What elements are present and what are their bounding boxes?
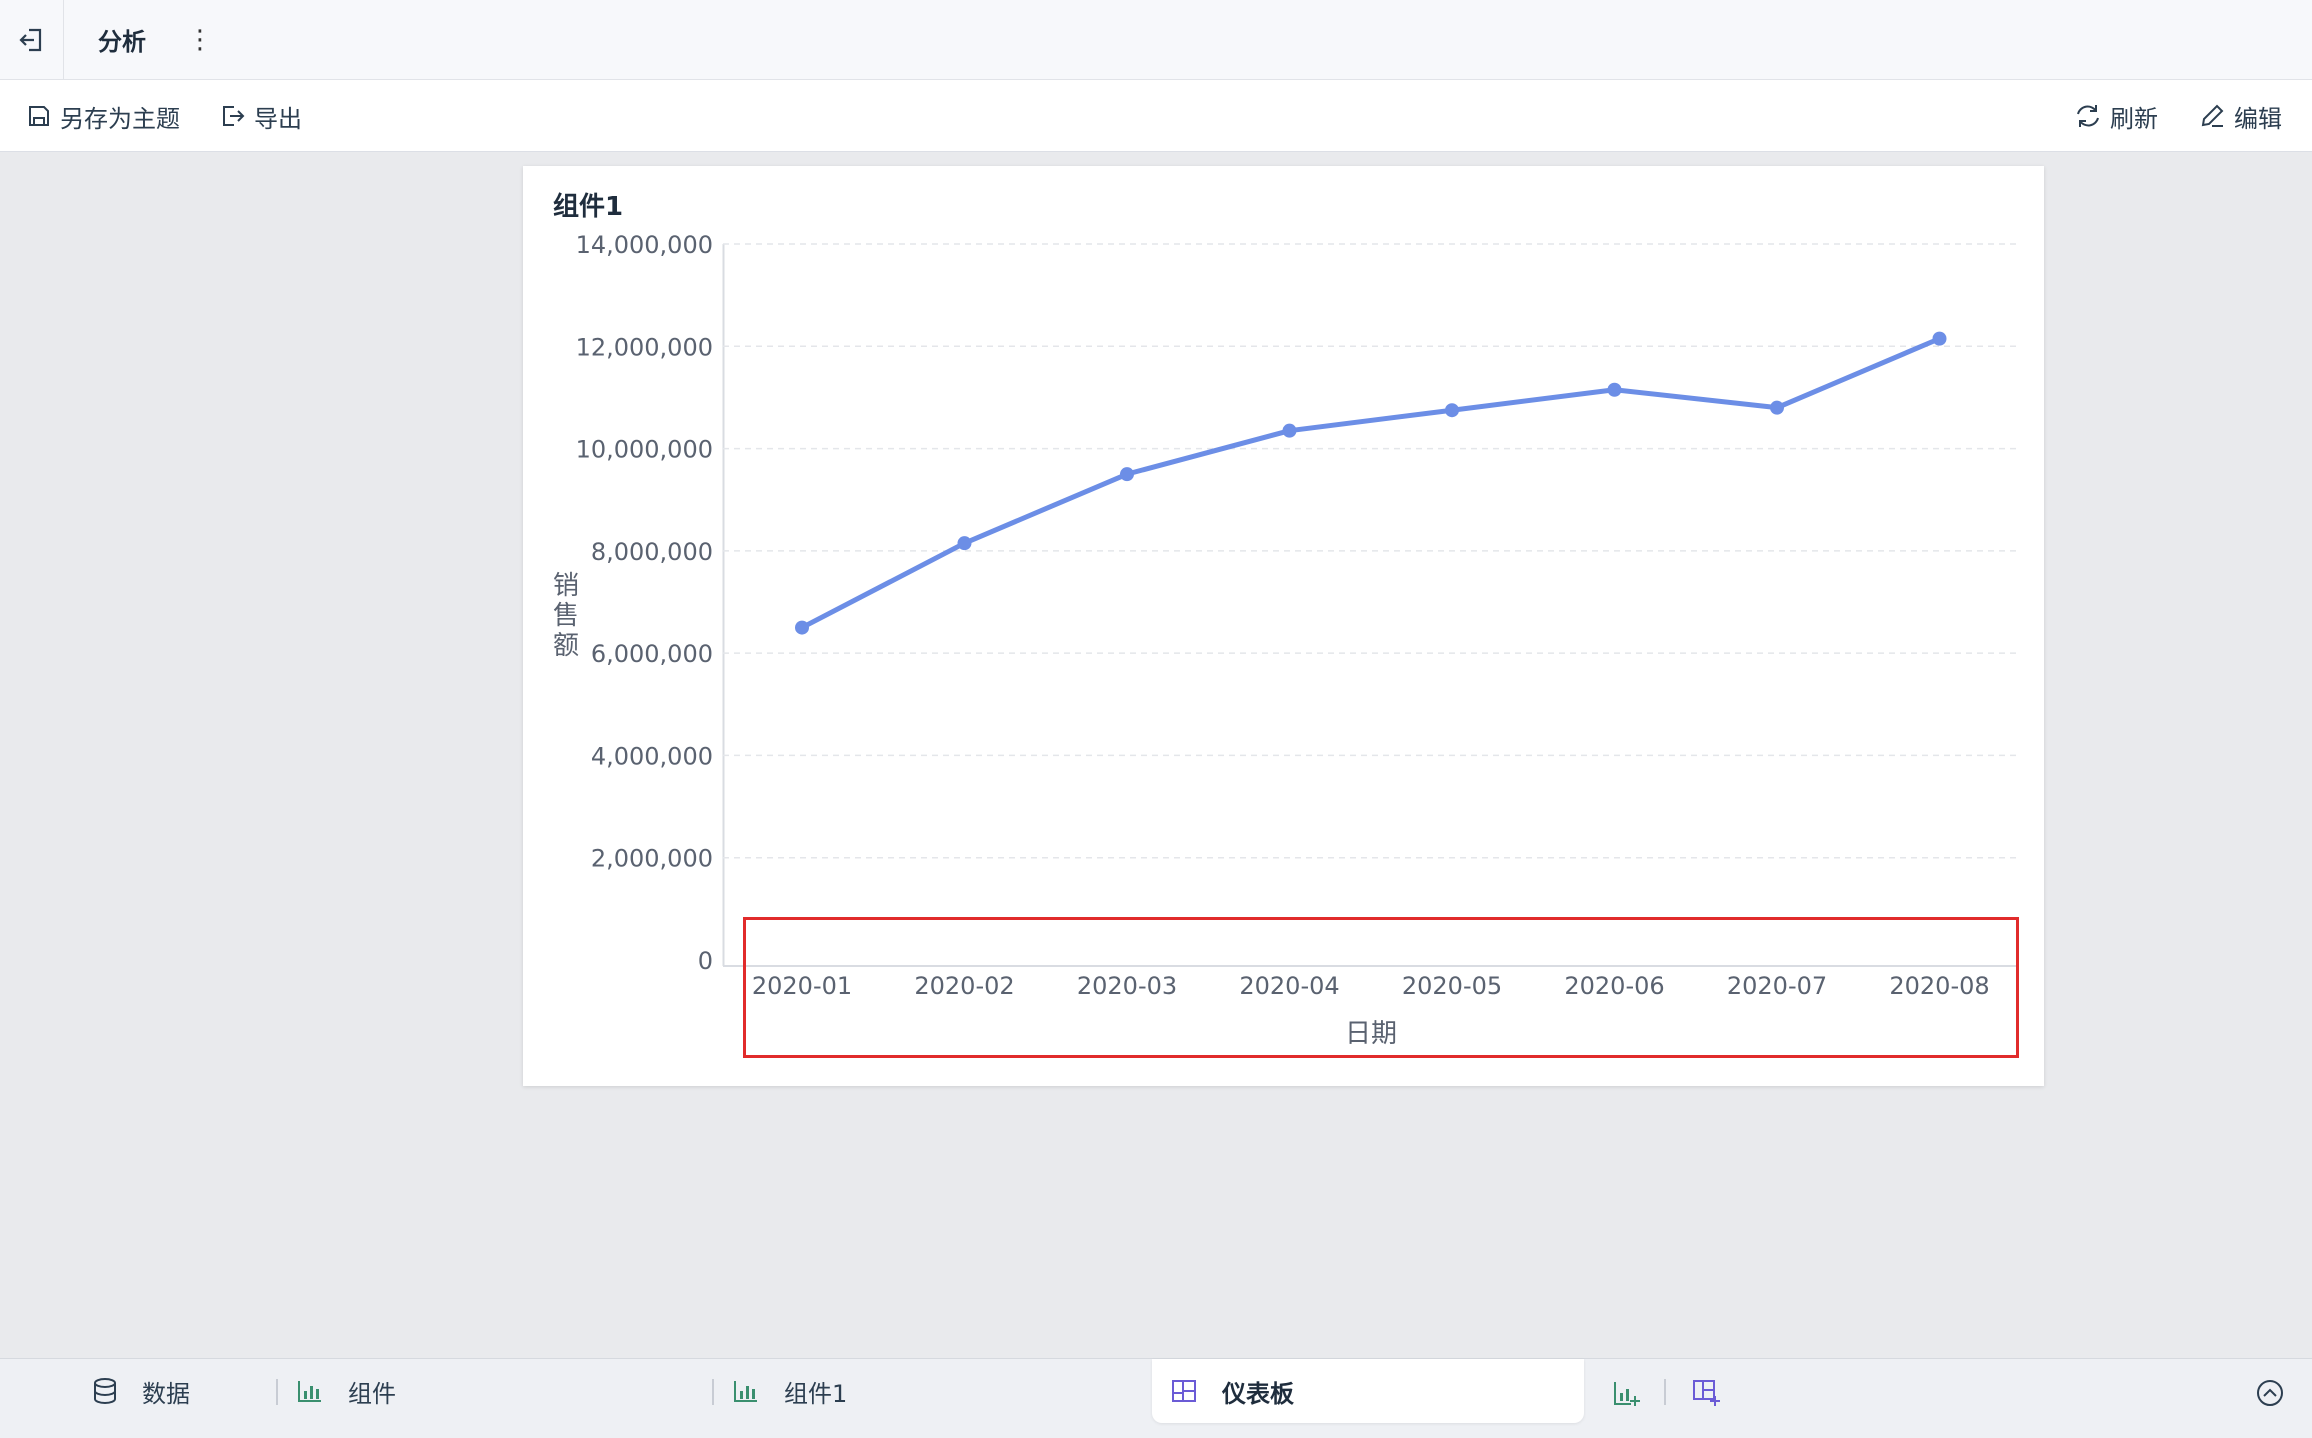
refresh-button[interactable]: 刷新 [2074, 98, 2158, 134]
export-label: 导出 [254, 104, 302, 133]
tab-data[interactable]: 数据 [92, 1359, 190, 1423]
x-tick-label: 2020-03 [1077, 972, 1177, 1000]
series-line [800, 336, 1941, 630]
data-point [1607, 382, 1622, 397]
data-point [1770, 400, 1784, 415]
y-tick-label: 8,000,000 [591, 538, 713, 566]
add-component-button[interactable] [1608, 1375, 1644, 1411]
x-tick-label: 2020-08 [1889, 972, 1989, 1000]
tab-component[interactable]: 组件 [296, 1359, 396, 1423]
x-tick-label: 2020-02 [914, 972, 1014, 1000]
tab-dashboard-label: 仪表板 [1222, 1379, 1294, 1408]
exit-button[interactable] [0, 0, 64, 80]
y-tick-label: 12,000,000 [576, 333, 713, 361]
tab-dashboard[interactable]: 仪表板 [1152, 1359, 1584, 1423]
edit-button[interactable]: 编辑 [2198, 98, 2282, 134]
add-dashboard-icon [1693, 1380, 1720, 1406]
tab-data-label: 数据 [142, 1379, 190, 1408]
refresh-icon [2077, 105, 2099, 127]
data-point [1282, 423, 1297, 438]
x-tick-label: 2020-07 [1727, 972, 1827, 1000]
collapse-button[interactable] [2252, 1375, 2288, 1411]
bar-chart-icon [298, 1381, 321, 1402]
edit-label: 编辑 [2234, 104, 2282, 133]
y-tick-label: 14,000,000 [576, 231, 713, 259]
toolbar: 另存为主题 导出 刷新 编辑 [0, 80, 2312, 152]
dashboard-icon [1172, 1380, 1196, 1402]
tab-component1-label: 组件1 [784, 1379, 848, 1408]
y-tick-label: 4,000,000 [591, 742, 713, 770]
line-chart: 0 2,000,000 4,000,000 6,000,000 8,000,000 10,… [553, 231, 2018, 1049]
y-tick-label: 6,000,000 [591, 640, 713, 668]
export-icon [223, 106, 245, 126]
add-dashboard-button[interactable] [1688, 1375, 1724, 1411]
tab-component-label: 组件 [348, 1379, 396, 1408]
add-chart-icon [1614, 1382, 1640, 1406]
database-icon [94, 1378, 116, 1404]
y-tick-label: 0 [698, 947, 713, 975]
save-icon [29, 106, 49, 126]
more-options-icon[interactable]: ⋮ [187, 25, 213, 55]
exit-icon [18, 28, 41, 52]
y-tick-label: 2,000,000 [591, 845, 713, 873]
tab-separator [712, 1379, 714, 1405]
y-axis-label-char: 售 [553, 601, 579, 631]
data-point [1120, 467, 1134, 482]
tab-component1[interactable]: 组件1 [732, 1359, 847, 1423]
x-tick-label: 2020-05 [1402, 972, 1502, 1000]
chart-card[interactable]: 组件1 0 2,000,000 4,000,000 6,000,000 8,000,00… [523, 166, 2044, 1086]
data-point [957, 536, 972, 551]
save-as-theme-button[interactable]: 另存为主题 [26, 98, 180, 134]
data-point [1445, 403, 1459, 418]
edit-pencil-icon [2201, 104, 2224, 127]
refresh-label: 刷新 [2110, 104, 2158, 133]
x-tick-label: 2020-01 [752, 972, 852, 1000]
tab-separator [1664, 1379, 1666, 1405]
page-title: 分析 [98, 28, 146, 56]
export-button[interactable]: 导出 [220, 98, 302, 134]
top-bar: 分析 ⋮ [0, 0, 2312, 80]
data-point [795, 620, 809, 635]
x-axis-label: 日期 [1345, 1019, 1397, 1049]
x-tick-label: 2020-04 [1239, 972, 1339, 1000]
data-point [1932, 331, 1947, 346]
x-tick-label: 2020-06 [1564, 972, 1664, 1000]
y-tick-label: 10,000,000 [576, 436, 713, 464]
y-axis-label-char: 额 [553, 631, 579, 661]
tab-separator [276, 1379, 278, 1405]
y-axis-label-char: 销 [553, 571, 579, 601]
card-title: 组件1 [553, 192, 624, 222]
bar-chart-icon [734, 1381, 757, 1402]
chevron-up-circle-icon [2257, 1380, 2283, 1406]
bottom-tab-bar: 数据 组件 组件1 仪表板 [0, 1358, 2312, 1438]
save-as-theme-label: 另存为主题 [60, 104, 180, 133]
